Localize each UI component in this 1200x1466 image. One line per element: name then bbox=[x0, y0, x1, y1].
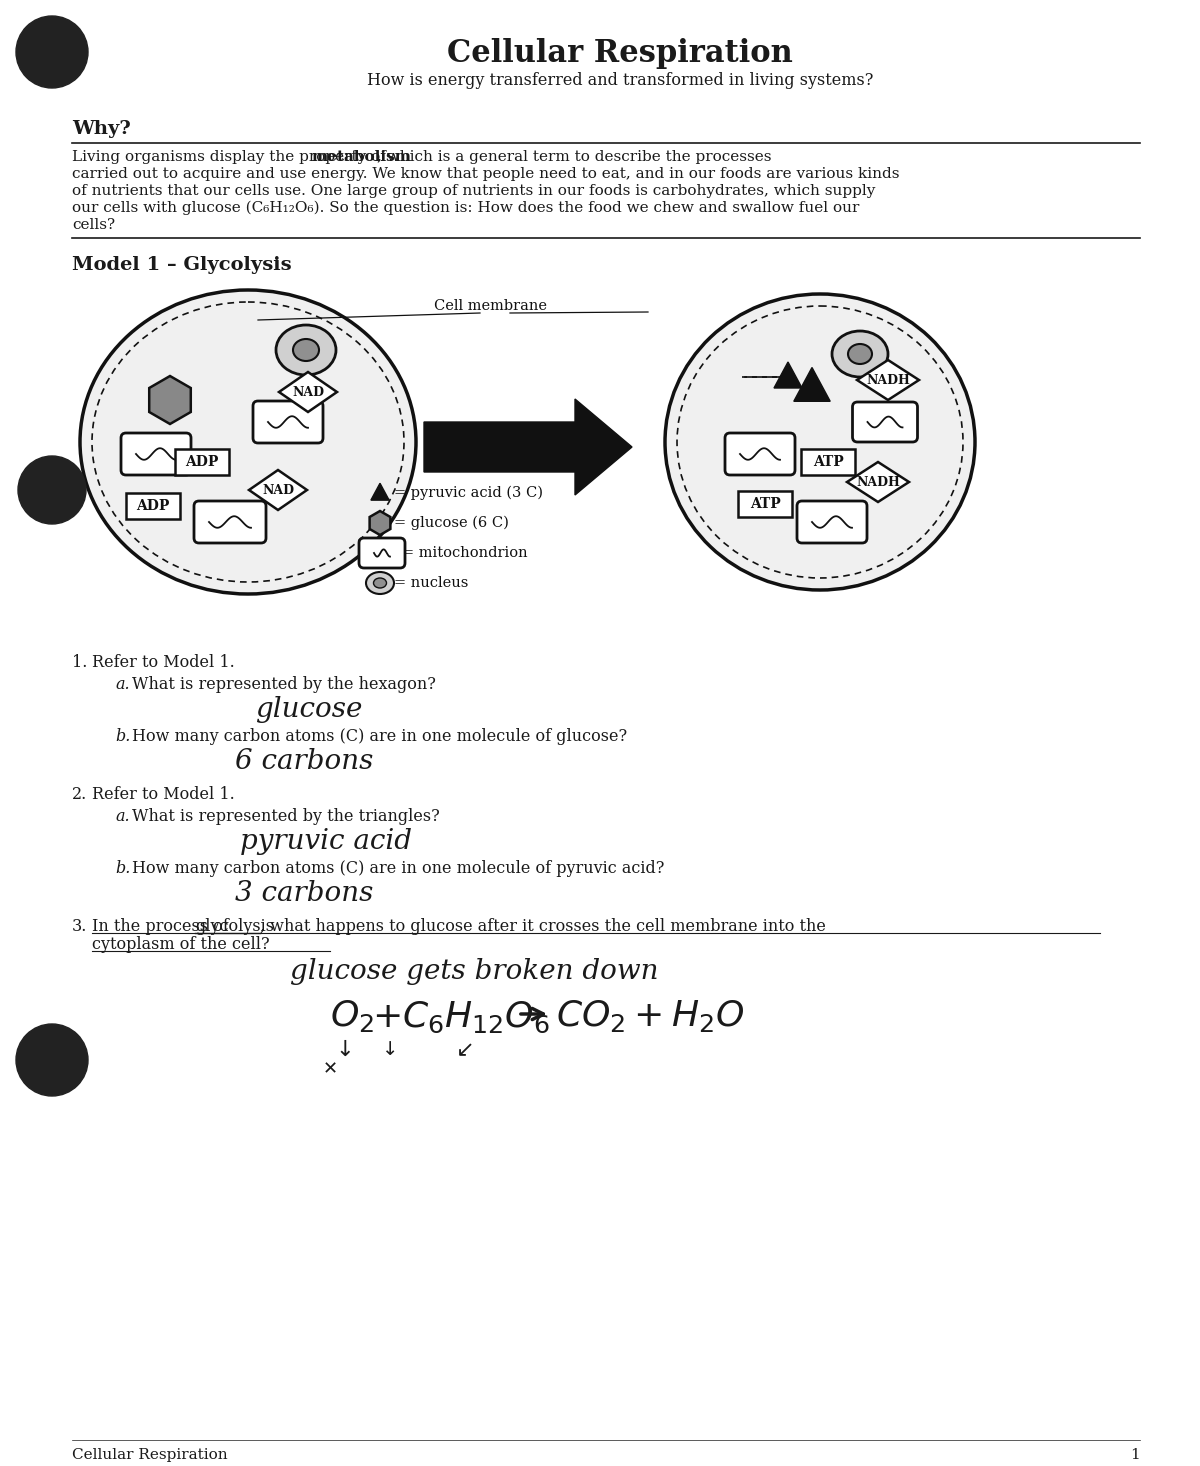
Text: 1.: 1. bbox=[72, 654, 88, 671]
Polygon shape bbox=[278, 372, 337, 412]
Text: Cell membrane: Cell membrane bbox=[433, 299, 546, 314]
Polygon shape bbox=[774, 362, 802, 388]
Ellipse shape bbox=[848, 345, 872, 364]
Text: Refer to Model 1.: Refer to Model 1. bbox=[92, 654, 235, 671]
Text: $+ C_6H_{12}O_6$: $+ C_6H_{12}O_6$ bbox=[372, 1000, 550, 1035]
FancyBboxPatch shape bbox=[121, 432, 191, 475]
Circle shape bbox=[16, 16, 88, 88]
Text: NADH: NADH bbox=[866, 374, 910, 387]
Text: = glucose (6 C): = glucose (6 C) bbox=[394, 516, 509, 531]
FancyBboxPatch shape bbox=[797, 501, 866, 542]
FancyBboxPatch shape bbox=[725, 432, 796, 475]
Ellipse shape bbox=[373, 578, 386, 588]
Text: 3.: 3. bbox=[72, 918, 88, 935]
Polygon shape bbox=[149, 375, 191, 424]
Text: Why?: Why? bbox=[72, 120, 131, 138]
Text: How many carbon atoms (C) are in one molecule of glucose?: How many carbon atoms (C) are in one mol… bbox=[132, 729, 628, 745]
Text: ATP: ATP bbox=[812, 454, 844, 469]
Text: ↓: ↓ bbox=[336, 1039, 354, 1060]
Text: $CO_2 + H_2O$: $CO_2 + H_2O$ bbox=[556, 998, 744, 1034]
Text: NAD: NAD bbox=[262, 484, 294, 497]
Polygon shape bbox=[424, 399, 632, 496]
Text: What is represented by the triangles?: What is represented by the triangles? bbox=[132, 808, 439, 825]
Ellipse shape bbox=[665, 295, 974, 589]
Text: ✕: ✕ bbox=[323, 1060, 337, 1078]
FancyBboxPatch shape bbox=[126, 493, 180, 519]
Text: b.: b. bbox=[115, 861, 131, 877]
Ellipse shape bbox=[366, 572, 394, 594]
Text: In the process of: In the process of bbox=[92, 918, 234, 935]
Text: , what happens to glucose after it crosses the cell membrane into the: , what happens to glucose after it cross… bbox=[260, 918, 826, 935]
Text: a.: a. bbox=[115, 676, 130, 693]
Text: = mitochondrion: = mitochondrion bbox=[402, 545, 528, 560]
FancyBboxPatch shape bbox=[852, 402, 918, 443]
Polygon shape bbox=[847, 462, 910, 501]
Text: our cells with glucose (C₆H₁₂O₆). So the question is: How does the food we chew : our cells with glucose (C₆H₁₂O₆). So the… bbox=[72, 201, 859, 216]
Polygon shape bbox=[370, 512, 390, 535]
Text: a.: a. bbox=[115, 808, 130, 825]
FancyBboxPatch shape bbox=[359, 538, 406, 567]
Ellipse shape bbox=[293, 339, 319, 361]
Text: = pyruvic acid (3 C): = pyruvic acid (3 C) bbox=[394, 485, 542, 500]
Text: carried out to acquire and use energy. We know that people need to eat, and in o: carried out to acquire and use energy. W… bbox=[72, 167, 900, 180]
Circle shape bbox=[16, 1023, 88, 1097]
Text: Cellular Respiration: Cellular Respiration bbox=[72, 1448, 228, 1462]
Text: , which is a general term to describe the processes: , which is a general term to describe th… bbox=[377, 150, 772, 164]
Text: b.: b. bbox=[115, 729, 131, 745]
Text: Model 1 – Glycolysis: Model 1 – Glycolysis bbox=[72, 257, 292, 274]
Text: 1: 1 bbox=[1130, 1448, 1140, 1462]
Text: pyruvic acid: pyruvic acid bbox=[240, 828, 412, 855]
Polygon shape bbox=[250, 471, 307, 510]
Text: NAD: NAD bbox=[292, 386, 324, 399]
Text: glycolysis: glycolysis bbox=[194, 918, 274, 935]
Text: of nutrients that our cells use. One large group of nutrients in our foods is ca: of nutrients that our cells use. One lar… bbox=[72, 185, 875, 198]
Text: Cellular Respiration: Cellular Respiration bbox=[448, 38, 793, 69]
FancyBboxPatch shape bbox=[194, 501, 266, 542]
Text: Living organisms display the property of: Living organisms display the property of bbox=[72, 150, 391, 164]
FancyBboxPatch shape bbox=[175, 449, 229, 475]
Text: 6 carbons: 6 carbons bbox=[235, 748, 373, 776]
Text: = nucleus: = nucleus bbox=[394, 576, 468, 589]
Text: How is energy transferred and transformed in living systems?: How is energy transferred and transforme… bbox=[367, 72, 874, 89]
Text: NADH: NADH bbox=[856, 475, 900, 488]
Text: glucose gets broken down: glucose gets broken down bbox=[290, 957, 659, 985]
Text: glucose: glucose bbox=[256, 696, 362, 723]
Text: 3 carbons: 3 carbons bbox=[235, 880, 373, 907]
Ellipse shape bbox=[832, 331, 888, 377]
Text: ↙: ↙ bbox=[456, 1039, 474, 1060]
Text: How many carbon atoms (C) are in one molecule of pyruvic acid?: How many carbon atoms (C) are in one mol… bbox=[132, 861, 665, 877]
Text: 2.: 2. bbox=[72, 786, 88, 803]
Text: ADP: ADP bbox=[185, 454, 218, 469]
Text: ATP: ATP bbox=[750, 497, 780, 512]
FancyBboxPatch shape bbox=[738, 491, 792, 517]
FancyBboxPatch shape bbox=[802, 449, 854, 475]
FancyBboxPatch shape bbox=[253, 402, 323, 443]
Ellipse shape bbox=[80, 290, 416, 594]
Text: ↓: ↓ bbox=[382, 1039, 398, 1058]
Polygon shape bbox=[857, 361, 919, 400]
Circle shape bbox=[18, 456, 86, 523]
Text: cytoplasm of the cell?: cytoplasm of the cell? bbox=[92, 935, 270, 953]
Text: Refer to Model 1.: Refer to Model 1. bbox=[92, 786, 235, 803]
Polygon shape bbox=[371, 484, 389, 500]
Text: What is represented by the hexagon?: What is represented by the hexagon? bbox=[132, 676, 436, 693]
Text: ADP: ADP bbox=[137, 498, 169, 513]
Polygon shape bbox=[794, 368, 830, 402]
Text: cells?: cells? bbox=[72, 218, 115, 232]
Ellipse shape bbox=[276, 325, 336, 375]
Text: $O_2$: $O_2$ bbox=[330, 998, 374, 1034]
Text: metabolism: metabolism bbox=[312, 150, 412, 164]
